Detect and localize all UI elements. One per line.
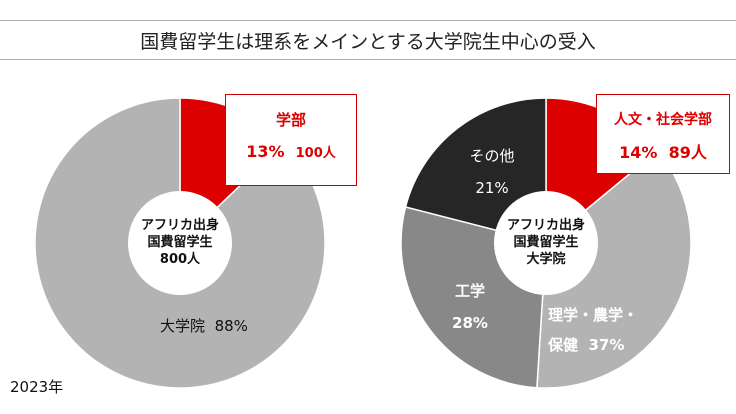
chart-title: 国費留学生は理系をメインとする大学院生中心の受入 — [0, 20, 736, 60]
label-pct: 21% — [475, 179, 509, 197]
label-name: 学部 — [275, 111, 306, 129]
label-pct: 37% — [588, 336, 625, 354]
donut-hole — [128, 191, 232, 295]
label-pct: 13% — [246, 142, 285, 161]
label-pct: 14% — [619, 143, 658, 162]
center-label-right: アフリカ出身 国費留学生 大学院 — [494, 217, 598, 268]
center-line: 国費留学生 — [147, 235, 213, 250]
label-name: その他 — [469, 147, 515, 165]
label-name: 人文・社会学部 — [614, 112, 712, 128]
label-other: その他 21% — [457, 140, 527, 204]
center-label-left: アフリカ出身 国費留学生 800人 — [128, 217, 232, 268]
label-pct: 28% — [452, 314, 488, 332]
year-label: 2023年 — [10, 378, 64, 396]
center-line: アフリカ出身 — [506, 218, 585, 233]
label-name: 理学・農学・ — [548, 306, 639, 324]
label-box-humanities: 人文・社会学部 14% 89人 — [596, 94, 730, 174]
label-count: 89人 — [668, 143, 707, 162]
donut-hole — [494, 191, 598, 295]
label-engineering: 工学 28% — [440, 275, 500, 339]
center-line: 大学院 — [526, 252, 566, 267]
label-pct: 88% — [214, 317, 248, 335]
label-science: 理学・農学・ 保健 37% — [548, 300, 638, 360]
label-name: 工学 — [454, 282, 485, 300]
label-box-undergrad: 学部 13% 100人 — [225, 94, 357, 186]
center-line: アフリカ出身 — [140, 218, 219, 233]
pie-slice-理学・農学・保健 — [536, 149, 692, 389]
label-name: 保健 — [548, 336, 579, 354]
center-line: 800人 — [159, 252, 201, 267]
center-line: 国費留学生 — [513, 235, 579, 250]
label-grad: 大学院 88% — [160, 315, 248, 336]
label-count: 100人 — [295, 146, 336, 161]
label-name: 大学院 — [160, 317, 206, 335]
